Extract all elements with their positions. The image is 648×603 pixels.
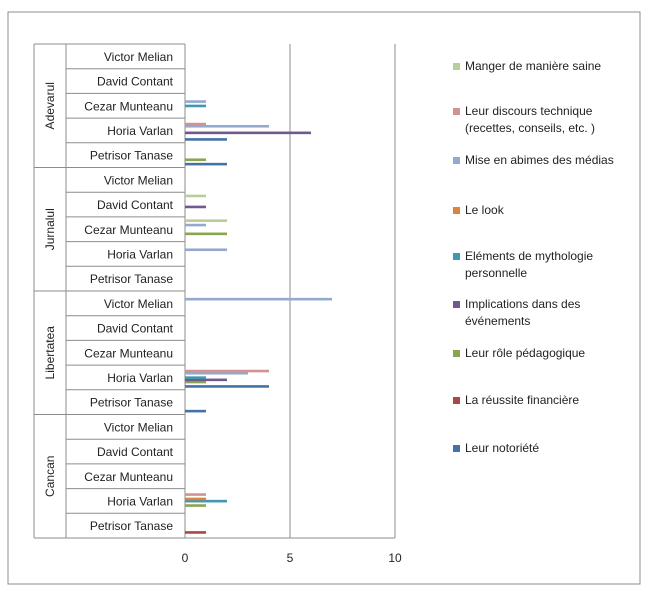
bar — [185, 499, 227, 503]
legend-label: La réussite financière — [465, 393, 580, 407]
legend-swatch — [453, 108, 460, 115]
bar — [185, 131, 311, 135]
category-label: David Contant — [97, 322, 174, 336]
legend-label: Le look — [465, 203, 504, 217]
bar — [185, 158, 206, 162]
legend-label: Eléments de mythologie personnelle — [465, 249, 594, 280]
category-label: Horia Varlan — [107, 124, 173, 138]
legend-label: Implications dans des événements — [465, 297, 581, 328]
legend-swatch — [453, 63, 460, 70]
category-label: Horia Varlan — [107, 247, 173, 261]
category-label: David Contant — [97, 445, 174, 459]
x-tick-label: 5 — [287, 551, 294, 565]
legend-swatch — [453, 445, 460, 452]
group-label: Libertatea — [43, 326, 57, 380]
category-label: Victor Melian — [104, 50, 173, 64]
legend-label: Mise en abimes des médias — [465, 153, 614, 167]
category-label: Cezar Munteanu — [84, 470, 173, 484]
category-label: Victor Melian — [104, 173, 173, 187]
bar — [185, 205, 206, 209]
legend-swatch — [453, 157, 460, 164]
category-label: Horia Varlan — [107, 494, 173, 508]
bar — [185, 248, 227, 252]
group-label: Jurnalul — [43, 208, 57, 250]
bar — [185, 531, 206, 534]
x-tick-label: 0 — [182, 551, 189, 565]
bar — [185, 497, 206, 501]
category-label: Petrisor Tanase — [90, 149, 173, 163]
legend-swatch — [453, 350, 460, 357]
category-label: Horia Varlan — [107, 371, 173, 385]
category-label: Victor Melian — [104, 420, 173, 434]
bar — [185, 376, 206, 379]
bar — [185, 223, 206, 227]
bar — [185, 380, 206, 384]
group-label: Cancan — [43, 456, 57, 497]
bar — [185, 219, 227, 222]
category-label: Petrisor Tanase — [90, 396, 173, 410]
bar — [185, 104, 206, 108]
bar — [185, 194, 206, 198]
bar — [185, 385, 269, 388]
legend-label: Leur rôle pédagogique — [465, 346, 586, 360]
legend-label: Leur discours technique (recettes, consei… — [465, 104, 596, 135]
bar — [185, 297, 332, 301]
bar — [185, 122, 206, 126]
bar — [185, 100, 206, 103]
bar — [185, 369, 269, 373]
legend-swatch — [453, 301, 460, 308]
bar — [185, 493, 206, 496]
legend-swatch — [453, 207, 460, 214]
category-label: David Contant — [97, 75, 174, 89]
bar — [185, 409, 206, 413]
bar — [185, 124, 269, 128]
category-label: Cezar Munteanu — [84, 99, 173, 113]
legend-label: Leur notoriété — [465, 441, 540, 455]
legend-swatch — [453, 253, 460, 260]
category-label: Victor Melian — [104, 297, 173, 311]
bar — [185, 371, 248, 375]
bar — [185, 504, 206, 507]
category-label: Petrisor Tanase — [90, 272, 173, 286]
category-label: Cezar Munteanu — [84, 223, 173, 237]
bar — [185, 378, 227, 382]
category-label: Petrisor Tanase — [90, 519, 173, 533]
bar — [185, 138, 227, 141]
legend-swatch — [453, 397, 460, 404]
bar — [185, 232, 227, 236]
category-label: David Contant — [97, 198, 174, 212]
bar — [185, 162, 227, 166]
legend-label: Manger de manière saine — [465, 59, 602, 73]
x-tick-label: 10 — [388, 551, 402, 565]
category-label: Cezar Munteanu — [84, 346, 173, 360]
group-label: Adevarul — [43, 82, 57, 129]
